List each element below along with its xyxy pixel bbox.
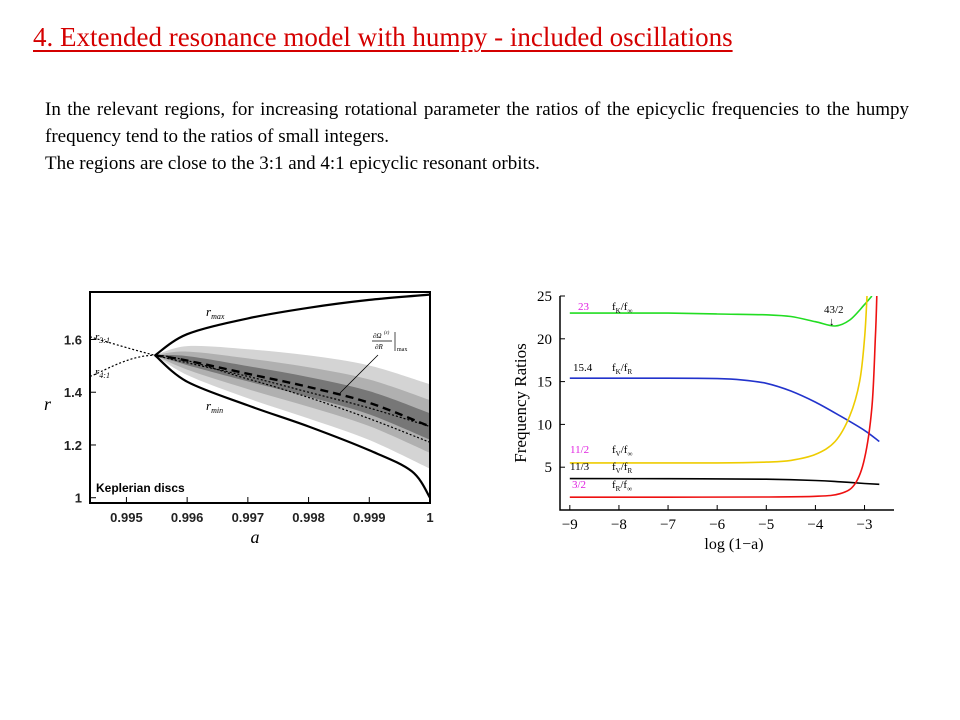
right-y-tick-label: 10: [537, 417, 552, 433]
paragraph-resonance-ratios: In the relevant regions, for increasing …: [45, 99, 909, 147]
label-23: 23: [578, 301, 590, 313]
right-x-axis-label: log (1−a): [704, 536, 763, 553]
left-y-tick-label: 1.4: [64, 385, 83, 400]
label-r-4-1: r4:1: [95, 366, 110, 380]
left-x-axis-label: a: [251, 527, 260, 547]
right-x-tick-label: −6: [709, 517, 725, 533]
left-shaded-bands: [155, 345, 430, 469]
label-11-3: 11/3: [570, 461, 590, 473]
label-43-2: 43/2: [824, 304, 844, 316]
label-11-2: 11/2: [570, 444, 589, 456]
body-text: In the relevant regions, for increasing …: [45, 96, 909, 177]
right-axis-ticks: −9 −8 −7 −6 −5 −4 −3 5 10 15 20 25: [537, 289, 873, 533]
right-y-tick-label: 20: [537, 332, 552, 348]
left-curves: [90, 293, 430, 499]
label-fk-fhump: fK/f∞: [612, 301, 632, 315]
right-y-tick-label: 25: [537, 289, 552, 305]
derivative-max-label: ∂Ω (ε) ∂R max: [339, 331, 407, 394]
arrow-down-icon: ↓: [829, 316, 835, 328]
right-axes: [559, 296, 894, 511]
curve-r-4-1: [90, 354, 430, 443]
left-y-tick-label: 1.2: [64, 438, 82, 453]
left-y-tick-label: 1: [75, 491, 82, 506]
right-x-tick-label: −3: [857, 517, 873, 533]
label-3-2: 3/2: [572, 479, 586, 491]
curve-fr-fhump: [569, 296, 878, 498]
band-inner: [155, 355, 430, 440]
label-r-max: rmax: [206, 304, 225, 321]
right-y-tick-label: 5: [545, 460, 553, 476]
label-15-4: 15.4: [573, 362, 593, 374]
left-x-tick-label: 0.995: [110, 510, 143, 525]
left-x-tick-label: 0.996: [171, 510, 204, 525]
curve-r-peak: [154, 354, 430, 428]
curve-fk-fhump: [569, 296, 873, 327]
left-axis-ticks: 0.995 0.996 0.997 0.998 0.999 1 1 1.2 1.4 1.6: [64, 332, 434, 525]
left-x-tick-label: 0.999: [353, 510, 386, 525]
svg-text:max: max: [397, 347, 407, 353]
right-chart-frequency-ratios: −9 −8 −7 −6 −5 −4 −3 5 10 15 20 25 23 15.4 11/2 11/…: [511, 289, 894, 553]
left-x-tick-label: 0.998: [292, 510, 325, 525]
left-plot-frame: [89, 291, 431, 504]
right-x-tick-label: −7: [660, 517, 676, 533]
paragraph-resonant-orbits: The regions are close to the 3:1 and 4:1…: [45, 153, 540, 174]
right-y-tick-label: 15: [537, 375, 552, 391]
svg-text:(ε): (ε): [384, 331, 390, 336]
label-fk-fr: fK/fR: [612, 362, 632, 376]
curve-fv-fr: [569, 477, 880, 486]
curve-r-max: [154, 293, 430, 357]
label-fv-fhump: fV/f∞: [612, 444, 632, 458]
left-x-tick-label: 0.997: [232, 510, 265, 525]
label-fr-fhump: fR/f∞: [612, 479, 632, 493]
left-y-tick-label: 1.6: [64, 332, 82, 347]
curve-fk-fr: [569, 377, 880, 443]
curve-fv-fhump: [569, 296, 868, 464]
label-r-3-1: r3:1: [95, 331, 110, 345]
left-x-tick-label: 1: [426, 510, 433, 525]
slide-title: 4. Extended resonance model with humpy -…: [33, 22, 733, 52]
curve-r-min: [154, 354, 430, 499]
right-curves: [569, 296, 880, 498]
label-keplerian-discs: Keplerian discs: [96, 481, 185, 495]
label-r-min: rmin: [206, 398, 223, 415]
svg-text:∂Ω: ∂Ω: [373, 332, 382, 340]
right-x-tick-label: −9: [562, 517, 578, 533]
right-y-axis-label: Frequency Ratios: [511, 343, 530, 462]
svg-text:∂R: ∂R: [375, 343, 383, 351]
left-y-axis-label: r: [44, 394, 52, 414]
label-fv-fr: fV/fR: [612, 461, 632, 475]
right-x-tick-label: −8: [611, 517, 627, 533]
right-x-tick-label: −4: [807, 517, 823, 533]
band-middle: [155, 351, 430, 453]
curve-r-3-1: [90, 336, 430, 428]
right-x-tick-label: −5: [758, 517, 774, 533]
left-chart-resonance-radius: 0.995 0.996 0.997 0.998 0.999 111.21.41.6 rma…: [44, 291, 434, 547]
